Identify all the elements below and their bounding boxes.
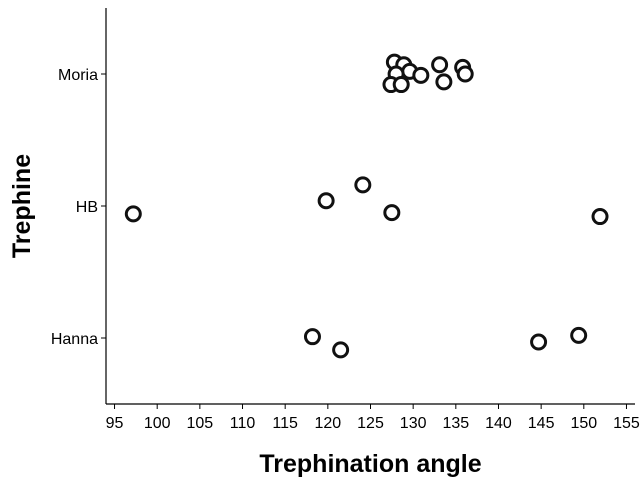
y-category-label: HB (76, 199, 98, 216)
x-tick-label: 135 (442, 415, 469, 432)
x-tick-label: 120 (314, 415, 341, 432)
x-tick-label: 145 (528, 415, 555, 432)
x-tick-label: 155 (613, 415, 640, 432)
x-tick-label: 115 (272, 415, 298, 432)
y-category-label: Moria (58, 67, 98, 84)
data-point-moria (435, 73, 453, 91)
x-tick-label: 125 (357, 415, 384, 432)
data-point-hb (591, 208, 609, 226)
x-tick-label: 100 (144, 415, 171, 432)
data-point-hanna (570, 326, 588, 344)
x-tick-label: 95 (106, 415, 124, 432)
data-point-moria (412, 66, 430, 84)
data-points (124, 53, 609, 359)
data-point-hanna (332, 341, 350, 359)
y-axis-title: Trephine (8, 154, 36, 258)
data-point-hb (317, 192, 335, 210)
x-tick-label: 150 (570, 415, 597, 432)
x-tick-label: 110 (230, 415, 256, 432)
x-axis-title: Trephination angle (259, 450, 481, 478)
y-category-label: Hanna (51, 331, 98, 348)
data-point-hanna (530, 333, 548, 351)
x-tick-label: 140 (485, 415, 512, 432)
y-categories: Moria HB Hanna (51, 67, 106, 348)
data-point-moria (456, 65, 474, 83)
data-point-hb (383, 204, 401, 222)
x-ticks: 95 100 105 110 115 120 125 130 135 140 145 150 155 (106, 404, 640, 432)
data-point-hanna (303, 328, 321, 346)
data-point-hb (124, 205, 142, 223)
x-tick-label: 105 (187, 415, 214, 432)
data-point-hb (354, 176, 372, 194)
data-point-moria (431, 56, 449, 74)
x-tick-label: 130 (400, 415, 427, 432)
data-point-moria (392, 76, 410, 94)
